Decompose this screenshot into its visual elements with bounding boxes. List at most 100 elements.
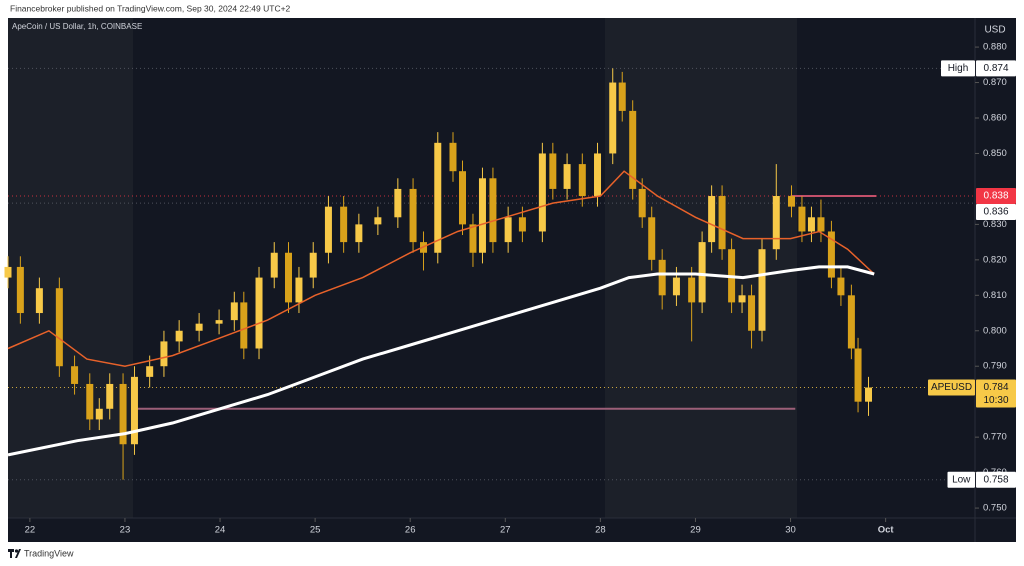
header: Financebroker published on TradingView.c… (10, 3, 291, 13)
price-badge (976, 60, 1016, 77)
candle-body (748, 295, 756, 331)
candle-body (270, 252, 278, 278)
candle-body (309, 252, 317, 278)
candle-body (798, 206, 806, 232)
x-tick-label: 28 (595, 525, 606, 536)
candle-body (807, 217, 815, 232)
chart-title: ApeCoin / US Dollar, 1h, COINBASE (12, 22, 142, 31)
candle-body (847, 295, 855, 349)
candle-body (119, 383, 127, 445)
x-tick-label: 26 (405, 525, 416, 536)
candle-body (340, 206, 348, 243)
candle-body (708, 196, 716, 243)
candle-body (618, 82, 626, 111)
candle-body (4, 266, 12, 278)
y-tick-label: 0.830 (983, 219, 1007, 230)
candle-body (658, 259, 666, 296)
price-badge-name-bg (941, 60, 975, 77)
candle-body (16, 266, 24, 314)
candle-body (146, 366, 154, 377)
candle-body (629, 110, 637, 189)
candle-body (638, 188, 646, 218)
candle-body (95, 408, 103, 420)
price-badge (976, 471, 1016, 488)
moving-average (7, 265, 875, 457)
logo-part (15, 549, 21, 558)
candle-body (86, 383, 94, 420)
candle-body (130, 376, 138, 445)
candle-body (175, 330, 183, 342)
candle-body (106, 383, 114, 409)
candle-body (240, 302, 248, 349)
candle-body (549, 153, 557, 189)
candle-body (215, 320, 223, 324)
price-badge-name-bg (928, 379, 975, 396)
x-tick-label: Oct (878, 525, 895, 536)
y-tick-label: 0.810 (983, 290, 1007, 301)
footer: TradingView (24, 548, 74, 558)
candle-body (738, 295, 746, 303)
price-badge-name-bg (947, 471, 975, 488)
y-tick-label: 0.750 (983, 503, 1007, 514)
candle-body (854, 348, 862, 402)
candle-body (688, 277, 696, 303)
candle-body (563, 164, 571, 189)
y-tick-label: 0.800 (983, 325, 1007, 336)
candle-body (489, 178, 497, 243)
candle-body (758, 249, 766, 331)
candle-body (71, 366, 79, 384)
candle-body (195, 323, 203, 331)
candle-body (409, 188, 417, 243)
x-tick-label: 24 (215, 525, 226, 536)
chart-background (8, 18, 1016, 542)
candle-body (478, 178, 486, 253)
candle-body (698, 242, 706, 303)
candle-body (255, 277, 263, 349)
candle-body (458, 171, 466, 225)
logo-part (14, 549, 19, 553)
candle-body (609, 82, 617, 154)
price-badge-value: 0.784 (983, 382, 1008, 393)
logo (8, 549, 21, 558)
candle-body (578, 164, 586, 197)
candle-body (772, 196, 780, 250)
x-tick-label: 22 (25, 525, 36, 536)
candle-body (648, 217, 656, 260)
candle-body (230, 302, 238, 321)
candle-body (295, 277, 303, 303)
price-badge-value: 0.838 (983, 191, 1008, 202)
x-tick-label: 27 (500, 525, 511, 536)
candle-body (837, 277, 845, 296)
candle-body (718, 196, 726, 250)
candle-body (827, 231, 835, 278)
price-badge-name: High (948, 63, 969, 74)
candle-body (374, 217, 382, 225)
price-badge (976, 379, 1016, 408)
candle-body (55, 288, 63, 367)
candle-body (160, 341, 168, 367)
countdown: 10:30 (983, 395, 1008, 406)
x-tick-label: 23 (120, 525, 131, 536)
candle-body (449, 142, 457, 172)
y-tick-label: 0.870 (983, 77, 1007, 88)
candle-body (469, 224, 477, 253)
candle-body (787, 196, 795, 207)
price-badge-name: Low (952, 474, 971, 485)
y-tick-label: 0.860 (983, 113, 1007, 124)
y-tick-label: 0.880 (983, 42, 1007, 53)
candle-body (538, 153, 546, 232)
x-tick-label: 29 (690, 525, 701, 536)
y-tick-label: 0.790 (983, 361, 1007, 372)
candle-body (865, 387, 873, 402)
candle-body (504, 217, 512, 243)
moving-average (7, 170, 875, 367)
logo-part (10, 549, 12, 558)
price-badge-value: 0.874 (983, 63, 1008, 74)
candle-body (355, 224, 363, 243)
price-badge-value: 0.758 (983, 474, 1008, 485)
price-badge-value: 0.836 (983, 207, 1008, 218)
candle-body (672, 277, 680, 296)
candle-body (434, 142, 442, 253)
